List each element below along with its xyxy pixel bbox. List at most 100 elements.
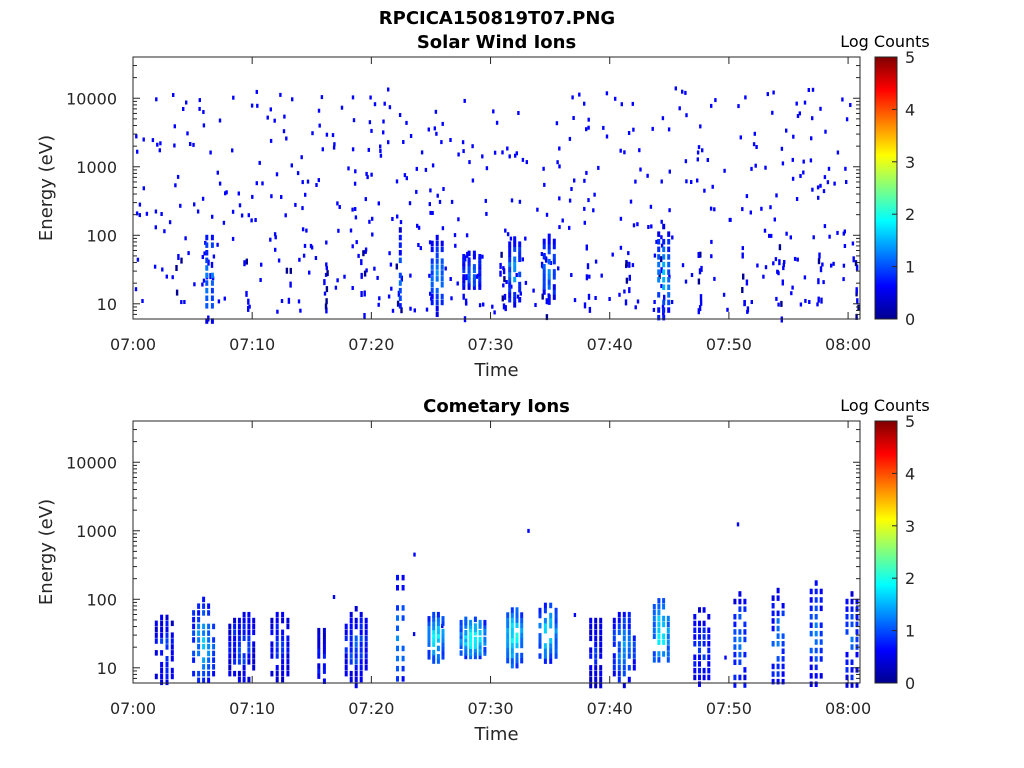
heatmap-cell xyxy=(436,616,440,622)
heatmap-cell xyxy=(820,297,823,304)
heatmap-cell xyxy=(627,676,631,683)
heatmap-cell xyxy=(667,239,671,245)
heatmap-cell xyxy=(518,286,522,293)
heatmap-cell xyxy=(819,647,823,654)
heatmap-cell xyxy=(459,630,463,636)
heatmap-cell xyxy=(855,682,859,688)
heatmap-cell xyxy=(245,290,248,297)
heatmap-cell xyxy=(165,679,169,686)
heatmap-cell xyxy=(549,658,553,664)
heatmap-cell xyxy=(500,251,503,258)
heatmap-cell xyxy=(743,674,747,681)
heatmap-cell xyxy=(212,637,216,643)
heatmap-cell xyxy=(364,635,368,641)
heatmap-cell xyxy=(228,629,232,636)
heatmap-cell xyxy=(430,299,434,306)
heatmap-cell xyxy=(508,271,512,278)
heatmap-cell xyxy=(165,626,169,632)
heatmap-cell xyxy=(538,612,542,619)
heatmap-cell xyxy=(520,612,524,618)
heatmap-cell xyxy=(756,263,759,268)
heatmap-cell xyxy=(322,678,326,684)
heatmap-cell xyxy=(141,299,144,303)
heatmap-cell xyxy=(538,638,542,644)
heatmap-cell xyxy=(359,653,363,659)
figure-title: RPCICA150819T07.PNG xyxy=(379,8,615,29)
heatmap-cell xyxy=(395,263,398,270)
heatmap-cell xyxy=(317,668,321,674)
heatmap-cell xyxy=(366,175,369,180)
heatmap-cell xyxy=(395,179,399,184)
x-tick-label: 07:40 xyxy=(587,699,633,718)
heatmap-cell xyxy=(325,307,328,314)
heatmap-cell xyxy=(192,637,196,643)
heatmap-cell xyxy=(464,623,468,629)
heatmap-cell xyxy=(850,598,854,605)
heatmap-cell xyxy=(269,237,272,242)
heatmap-cell xyxy=(427,654,431,660)
heatmap-cell xyxy=(573,298,577,303)
heatmap-cell xyxy=(542,166,545,171)
heatmap-cell xyxy=(351,244,354,249)
heatmap-cell xyxy=(545,298,548,305)
heatmap-cell xyxy=(441,645,445,652)
heatmap-cell xyxy=(776,625,780,632)
heatmap-cell xyxy=(552,289,556,295)
heatmap-cell xyxy=(432,624,436,631)
heatmap-cell xyxy=(816,302,819,307)
heatmap-cell xyxy=(367,147,370,152)
heatmap-cell xyxy=(473,623,477,629)
heatmap-cell xyxy=(275,623,279,630)
heatmap-cell xyxy=(464,630,468,636)
heatmap-cell xyxy=(781,603,785,609)
heatmap-cell xyxy=(775,193,778,198)
heatmap-cell xyxy=(359,670,363,677)
heatmap-cell xyxy=(738,629,742,635)
heatmap-cell xyxy=(160,638,164,644)
heatmap-cell xyxy=(363,270,367,277)
heatmap-cell xyxy=(622,611,626,618)
heatmap-cell xyxy=(283,114,286,119)
heatmap-cell xyxy=(205,242,209,248)
heatmap-cell xyxy=(237,676,241,683)
heatmap-cell xyxy=(207,610,211,616)
heatmap-cell xyxy=(216,242,219,247)
heatmap-cell xyxy=(855,598,859,605)
heatmap-cell xyxy=(210,295,214,301)
heatmap-cell xyxy=(547,258,551,265)
heatmap-cell xyxy=(791,176,795,181)
heatmap-cell xyxy=(510,607,514,613)
heatmap-cell xyxy=(660,219,663,224)
heatmap-cell xyxy=(240,213,244,218)
heatmap-cell xyxy=(819,588,823,595)
heatmap-cell xyxy=(513,241,517,247)
heatmap-cell xyxy=(224,191,227,196)
heatmap-cell xyxy=(429,210,432,215)
heatmap-cell xyxy=(515,662,519,669)
heatmap-cell xyxy=(260,262,263,267)
heatmap-cell xyxy=(359,635,363,641)
heatmap-cell xyxy=(491,304,494,309)
heatmap-cell xyxy=(202,643,206,650)
heatmap-cell xyxy=(324,272,328,277)
heatmap-cell xyxy=(684,279,688,284)
heatmap-cell xyxy=(707,667,711,674)
heatmap-cell xyxy=(273,118,276,123)
heatmap-cell xyxy=(698,654,701,660)
heatmap-cell xyxy=(520,652,524,659)
heatmap-cell xyxy=(506,637,510,644)
heatmap-cell xyxy=(286,647,290,653)
heatmap-cell xyxy=(612,617,616,624)
heatmap-cell xyxy=(242,629,246,636)
heatmap-cell xyxy=(583,206,586,211)
heatmap-cell xyxy=(623,150,626,155)
heatmap-cell xyxy=(282,129,286,134)
heatmap-cell xyxy=(362,250,365,257)
heatmap-cell xyxy=(662,284,666,290)
heatmap-cell xyxy=(427,637,431,643)
heatmap-cell xyxy=(549,602,553,609)
heatmap-cell xyxy=(317,627,321,634)
x-tick-label: 07:00 xyxy=(110,699,156,718)
heatmap-cell xyxy=(552,284,556,290)
heatmap-cell xyxy=(349,228,353,233)
